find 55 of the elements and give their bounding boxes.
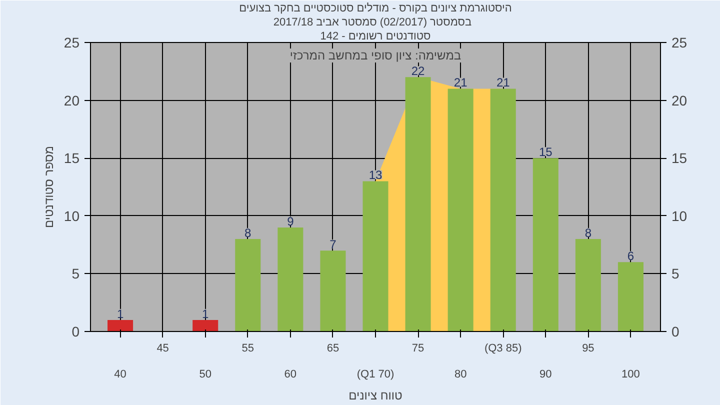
data-label: 21 <box>454 76 468 90</box>
y2-tick-label: 10 <box>672 208 688 224</box>
x-tick-label: 90 <box>540 368 552 380</box>
bar <box>192 320 218 332</box>
bar <box>235 239 261 332</box>
chart-title: היסטוגרמת ציונים בקורס - מודלים סטוכסטיים בחקר בצועים <box>239 2 512 14</box>
x-tick-label: (Q3 85) <box>484 342 522 354</box>
x-tick-label: 40 <box>114 368 126 380</box>
x-tick-label: 50 <box>199 368 212 380</box>
annotation: במשימה: ציון סופי במחשב המרכזי <box>290 48 462 62</box>
y-tick-label: 25 <box>64 34 80 50</box>
x-tick-label: 45 <box>156 342 169 354</box>
bar <box>532 158 558 332</box>
data-label: 6 <box>627 249 634 264</box>
chart-subtitle: בסמסטר (02/2017) סמסטר אביב 2017/18 <box>273 16 472 28</box>
text: סטודנטים רשומים - 142 <box>320 30 431 42</box>
data-label: 1 <box>202 306 210 321</box>
data-label: 15 <box>538 145 553 160</box>
data-label: 1 <box>116 306 124 321</box>
x-tick-label: 65 <box>326 342 340 354</box>
y-tick-label: 10 <box>64 208 80 224</box>
bar <box>618 262 644 332</box>
y2-tick-label: 15 <box>672 150 688 166</box>
data-label: 8 <box>584 226 592 240</box>
data-label: 21 <box>496 76 510 90</box>
data-label: 13 <box>368 168 382 182</box>
x-tick-label: (Q1 70) <box>356 368 394 380</box>
data-label: 8 <box>244 226 252 240</box>
y-tick-label: 0 <box>72 324 80 340</box>
x-tick-label: 100 <box>622 368 640 380</box>
bar <box>320 250 346 332</box>
x-tick-label: 55 <box>242 342 254 354</box>
x-tick-label: 75 <box>412 342 424 354</box>
data-label: 22 <box>411 64 426 78</box>
bar <box>278 227 304 332</box>
x-tick-label: 80 <box>454 368 467 380</box>
y-tick-label: 5 <box>72 266 80 282</box>
y-axis-title: מספר סטודנטים <box>42 146 56 228</box>
bar <box>362 181 388 332</box>
bar <box>405 77 431 332</box>
y2-tick-label: 25 <box>672 34 688 50</box>
y2-tick-label: 20 <box>672 92 688 108</box>
x-tick-label: 60 <box>284 368 297 380</box>
data-label: 9 <box>287 214 294 228</box>
bar <box>490 88 516 332</box>
y2-tick-label: 5 <box>672 266 680 282</box>
y2-tick-label: 0 <box>672 324 680 340</box>
y-tick-label: 15 <box>64 150 80 166</box>
bar <box>108 320 134 332</box>
bar <box>448 88 474 332</box>
data-label: 7 <box>330 238 337 252</box>
bar <box>575 239 601 332</box>
x-axis-title: טווח ציונים <box>348 388 403 402</box>
x-tick-label: 95 <box>582 342 594 354</box>
y-tick-label: 20 <box>64 92 80 108</box>
